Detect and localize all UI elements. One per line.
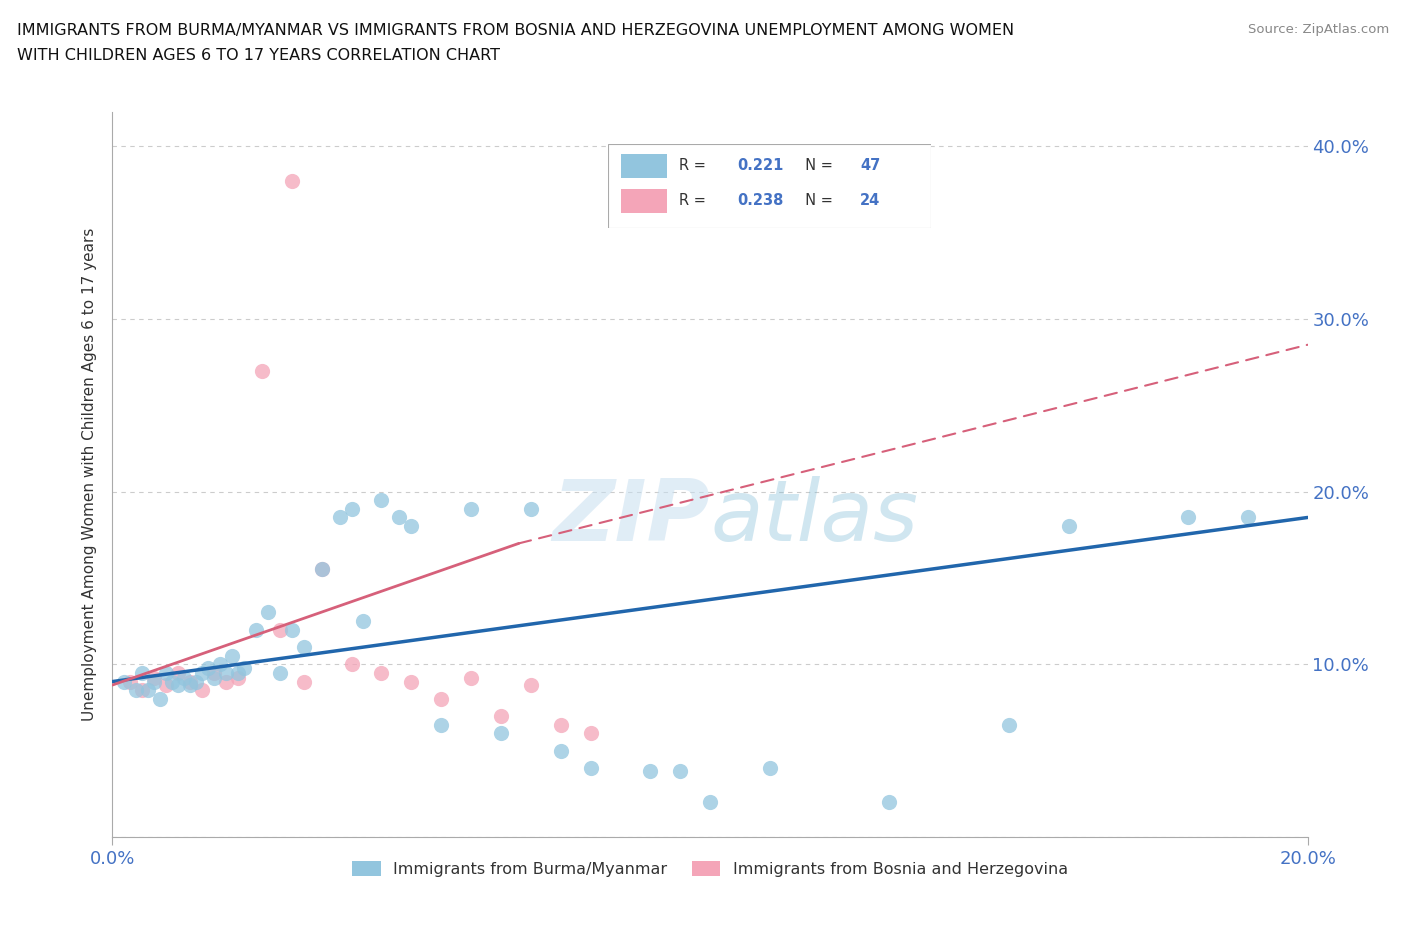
- Point: [269, 666, 291, 681]
- Point: [489, 709, 512, 724]
- Point: [226, 666, 249, 681]
- Point: [370, 493, 392, 508]
- Point: [292, 674, 315, 689]
- Point: [209, 657, 232, 671]
- Point: [460, 671, 482, 685]
- Point: [550, 743, 572, 758]
- Point: [329, 510, 352, 525]
- Point: [215, 666, 238, 681]
- Point: [1177, 510, 1199, 525]
- Point: [430, 691, 453, 706]
- Point: [281, 173, 304, 188]
- Point: [640, 764, 662, 778]
- Point: [699, 795, 721, 810]
- Point: [520, 501, 543, 516]
- Point: [370, 666, 392, 681]
- Point: [221, 648, 243, 663]
- Point: [879, 795, 901, 810]
- Point: [191, 683, 214, 698]
- Point: [120, 674, 142, 689]
- Point: [430, 717, 453, 732]
- Point: [520, 678, 543, 693]
- Point: [149, 691, 172, 706]
- Text: WITH CHILDREN AGES 6 TO 17 YEARS CORRELATION CHART: WITH CHILDREN AGES 6 TO 17 YEARS CORRELA…: [17, 48, 501, 63]
- Point: [186, 674, 208, 689]
- Point: [998, 717, 1021, 732]
- Point: [226, 671, 249, 685]
- Point: [353, 614, 375, 629]
- Point: [340, 657, 363, 671]
- Point: [173, 671, 195, 685]
- Point: [131, 666, 153, 681]
- Point: [202, 671, 225, 685]
- Point: [388, 510, 411, 525]
- Point: [401, 519, 423, 534]
- Point: [138, 683, 160, 698]
- Point: [579, 726, 602, 741]
- Point: [179, 674, 201, 689]
- Point: [460, 501, 482, 516]
- Point: [250, 364, 273, 379]
- Point: [579, 761, 602, 776]
- Point: [197, 660, 219, 675]
- Point: [215, 674, 238, 689]
- Point: [179, 678, 201, 693]
- Text: ZIP: ZIP: [553, 476, 710, 559]
- Point: [292, 640, 315, 655]
- Point: [155, 666, 177, 681]
- Point: [131, 683, 153, 698]
- Point: [233, 660, 256, 675]
- Point: [143, 674, 166, 689]
- Text: atlas: atlas: [710, 476, 918, 559]
- Point: [311, 562, 333, 577]
- Point: [281, 622, 304, 637]
- Point: [269, 622, 291, 637]
- Point: [759, 761, 782, 776]
- Point: [669, 764, 692, 778]
- Legend: Immigrants from Burma/Myanmar, Immigrants from Bosnia and Herzegovina: Immigrants from Burma/Myanmar, Immigrant…: [346, 855, 1074, 884]
- Text: IMMIGRANTS FROM BURMA/MYANMAR VS IMMIGRANTS FROM BOSNIA AND HERZEGOVINA UNEMPLOY: IMMIGRANTS FROM BURMA/MYANMAR VS IMMIGRA…: [17, 23, 1014, 38]
- Point: [245, 622, 267, 637]
- Point: [550, 717, 572, 732]
- Point: [167, 678, 190, 693]
- Point: [311, 562, 333, 577]
- Point: [489, 726, 512, 741]
- Point: [143, 671, 166, 685]
- Point: [125, 683, 148, 698]
- Point: [202, 666, 225, 681]
- Y-axis label: Unemployment Among Women with Children Ages 6 to 17 years: Unemployment Among Women with Children A…: [82, 228, 97, 721]
- Point: [257, 605, 280, 620]
- Point: [155, 678, 177, 693]
- Point: [1057, 519, 1080, 534]
- Point: [1237, 510, 1260, 525]
- Point: [162, 674, 183, 689]
- Point: [114, 674, 135, 689]
- Text: Source: ZipAtlas.com: Source: ZipAtlas.com: [1249, 23, 1389, 36]
- Point: [340, 501, 363, 516]
- Point: [191, 666, 214, 681]
- Point: [167, 666, 190, 681]
- Point: [401, 674, 423, 689]
